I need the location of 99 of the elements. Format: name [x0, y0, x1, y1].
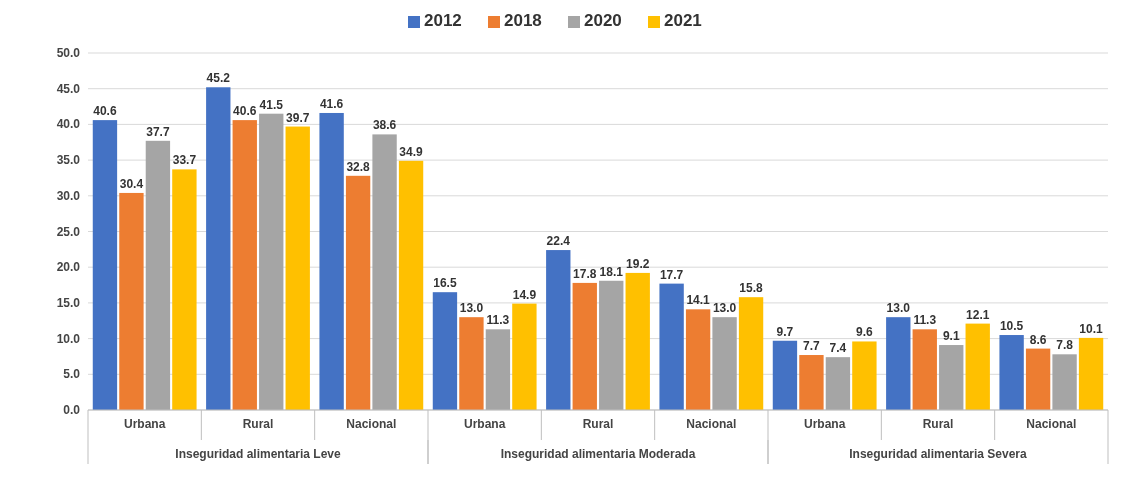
bar — [572, 282, 597, 410]
x-tick-label: Urbana — [123, 417, 166, 431]
data-label: 9.7 — [776, 324, 794, 339]
x-tick-label: Rural — [922, 417, 954, 431]
y-tick-label: 35.0 — [56, 153, 81, 168]
bar — [712, 317, 737, 410]
data-label: 37.7 — [146, 124, 170, 139]
data-label: 13.0 — [886, 301, 911, 316]
data-label: 22.4 — [546, 234, 571, 249]
data-label: 18.1 — [599, 264, 624, 279]
data-label: 41.5 — [259, 97, 284, 112]
bar — [398, 160, 424, 410]
y-tick-label: 10.0 — [56, 331, 81, 346]
bar — [912, 329, 937, 410]
data-label: 40.6 — [93, 104, 117, 119]
data-label: 38.6 — [372, 118, 397, 133]
bar — [459, 317, 484, 410]
y-tick-label: 5.0 — [63, 367, 81, 382]
bar — [172, 169, 197, 410]
y-tick-label: 25.0 — [56, 224, 81, 239]
y-tick-label: 20.0 — [56, 260, 81, 275]
y-tick-label: 40.0 — [56, 117, 81, 132]
data-label: 34.9 — [399, 144, 424, 159]
bar — [625, 272, 650, 410]
bar — [999, 335, 1024, 410]
bar — [886, 317, 911, 410]
bar — [738, 297, 764, 410]
data-label: 9.1 — [942, 329, 960, 344]
data-label: 17.8 — [573, 266, 597, 281]
legend-label: 2021 — [664, 11, 702, 30]
bar — [119, 192, 144, 410]
text: Inseguridad alimentaria Moderada — [500, 447, 696, 461]
data-label: 13.0 — [459, 301, 484, 316]
y-tick-label: 15.0 — [56, 295, 81, 310]
x-tick-label: Nacional — [686, 417, 737, 431]
bar — [259, 113, 284, 410]
bar — [1078, 337, 1104, 410]
bar — [206, 87, 231, 410]
data-label: 7.7 — [803, 339, 821, 354]
y-tick-label: 30.0 — [56, 188, 81, 203]
data-label: 11.3 — [486, 313, 510, 328]
data-label: 14.9 — [512, 287, 537, 302]
bar — [852, 341, 877, 410]
bar — [685, 309, 711, 410]
legend-label: 2020 — [584, 11, 622, 30]
y-tick-label: 45.0 — [56, 81, 81, 96]
bar — [512, 303, 537, 410]
data-label: 16.5 — [433, 276, 457, 291]
data-label: 11.3 — [913, 313, 937, 328]
data-label: 13.0 — [712, 301, 737, 316]
bar — [965, 323, 990, 410]
bar — [599, 280, 624, 410]
data-label: 10.1 — [1079, 321, 1104, 336]
bar — [285, 126, 310, 410]
bar — [345, 175, 371, 410]
bar — [92, 120, 118, 410]
data-label: 33.7 — [172, 153, 197, 168]
bar — [372, 134, 397, 410]
text: Inseguridad alimentaria Leve — [175, 447, 342, 461]
bar — [1052, 354, 1077, 410]
x-tick-label: Urbana — [803, 417, 846, 431]
data-label: 19.2 — [626, 256, 650, 271]
data-label: 30.4 — [119, 176, 144, 191]
data-label: 45.2 — [206, 71, 231, 86]
y-tick-label: 50.0 — [56, 46, 81, 60]
data-label: 9.6 — [856, 325, 874, 340]
data-label: 17.7 — [659, 267, 684, 282]
legend-label: 2012 — [424, 11, 462, 30]
bar — [232, 120, 257, 410]
data-label: 12.1 — [966, 307, 990, 322]
bar — [319, 112, 344, 410]
bar — [825, 357, 851, 410]
x-tick-label: Nacional — [346, 417, 397, 431]
data-label: 7.8 — [1056, 338, 1074, 353]
y-tick-label: 0.0 — [63, 403, 81, 417]
bar — [485, 329, 511, 410]
text: Inseguridad alimentaria Severa — [849, 447, 1028, 461]
x-tick-label: Urbana — [463, 417, 506, 431]
bar — [546, 250, 571, 410]
data-label: 40.6 — [233, 104, 257, 119]
data-label: 15.8 — [739, 281, 764, 296]
x-tick-label: Rural — [242, 417, 274, 431]
x-tick-label: Rural — [582, 417, 614, 431]
bar — [432, 292, 458, 410]
data-label: 32.8 — [346, 159, 371, 174]
data-label: 14.1 — [686, 293, 711, 308]
data-label: 10.5 — [999, 319, 1024, 334]
bar — [1025, 348, 1051, 410]
data-label: 7.4 — [829, 341, 847, 356]
bar — [659, 283, 684, 410]
bar — [799, 355, 824, 410]
data-label: 39.7 — [286, 110, 310, 125]
data-label: 8.6 — [1029, 332, 1047, 347]
legend-label: 2018 — [504, 11, 542, 30]
bar — [145, 140, 171, 410]
bar — [772, 340, 798, 410]
data-label: 41.6 — [319, 96, 344, 111]
bar — [939, 345, 964, 410]
x-tick-label: Nacional — [1026, 417, 1077, 431]
